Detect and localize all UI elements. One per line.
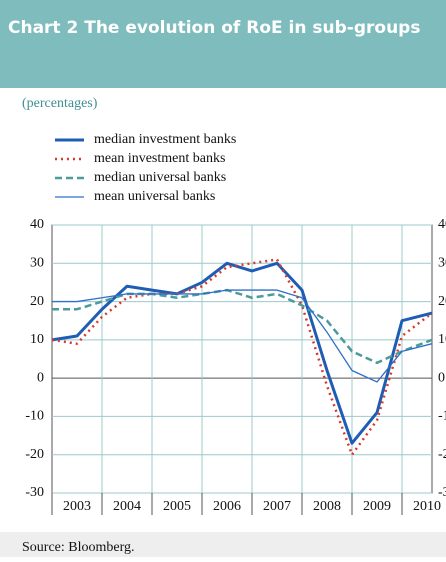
subtitle: (percentages)	[22, 96, 98, 111]
y-tick-label: 0	[37, 370, 44, 385]
y2-tick-label: 0	[438, 370, 445, 385]
y-tick-label: 30	[30, 256, 44, 271]
x-tick-label: 2006	[213, 499, 241, 514]
source: Source: Bloomberg.	[22, 540, 135, 555]
x-tick-label: 2004	[113, 499, 141, 514]
chart-title: Chart 2 The evolution of RoE in sub-grou…	[8, 18, 420, 38]
series-line	[52, 288, 433, 365]
header-band	[0, 0, 446, 88]
y-tick-label: -20	[25, 447, 44, 462]
y2-tick-label: -20	[438, 447, 446, 462]
series-line	[52, 289, 433, 383]
y2-tick-label: 20	[438, 294, 446, 309]
x-tick-label: 2008	[313, 499, 341, 514]
x-tick-label: 2003	[63, 499, 91, 514]
legend-label: mean universal banks	[94, 189, 215, 204]
legend-label: median investment banks	[94, 132, 236, 147]
y2-tick-label: 40	[438, 217, 446, 232]
legend-label: mean investment banks	[94, 151, 225, 166]
y-tick-label: 10	[30, 332, 44, 347]
legend-label: median universal banks	[94, 170, 226, 185]
x-tick-label: 2010	[413, 499, 441, 514]
y-tick-label: 20	[30, 294, 44, 309]
y2-tick-label: -10	[438, 409, 446, 424]
y-tick-label: 40	[30, 217, 44, 232]
x-tick-label: 2005	[163, 499, 191, 514]
y2-tick-label: 30	[438, 256, 446, 271]
series-line	[51, 261, 433, 445]
footer-band	[0, 532, 446, 557]
y2-tick-label: 10	[438, 332, 446, 347]
y-tick-label: -30	[25, 485, 44, 500]
x-tick-label: 2007	[263, 499, 291, 514]
x-tick-label: 2009	[363, 499, 391, 514]
y-tick-label: -10	[25, 409, 44, 424]
y2-tick-label: -30	[438, 485, 446, 500]
